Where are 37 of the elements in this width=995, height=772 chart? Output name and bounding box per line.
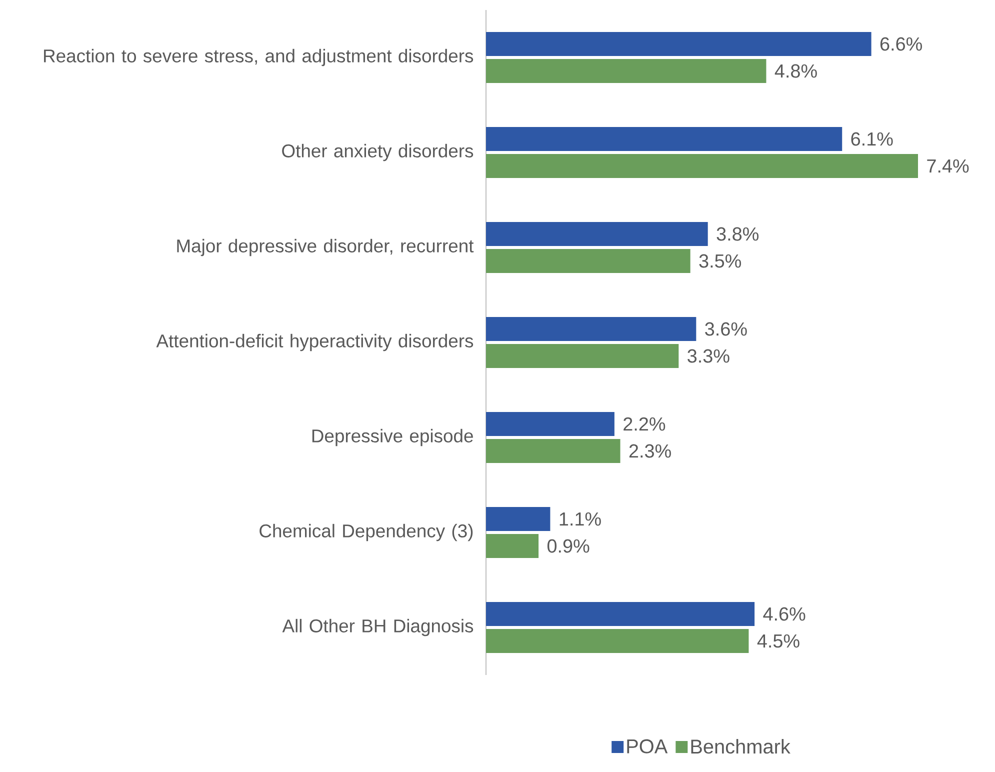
bar: [486, 344, 679, 368]
data-label: 3.8%: [716, 227, 759, 241]
bar: [486, 32, 872, 56]
data-label: 2.3%: [629, 444, 671, 458]
bar: [486, 317, 696, 342]
legend-label: POA: [627, 739, 668, 754]
bar: [486, 602, 755, 626]
data-label: 2.2%: [624, 417, 666, 431]
data-label: 3.5%: [699, 254, 741, 268]
data-label: 6.1%: [851, 132, 893, 146]
bar: [486, 439, 620, 464]
bar: [486, 222, 708, 246]
data-label: 6.6%: [880, 37, 922, 51]
bar: [486, 154, 918, 178]
data-label: 4.6%: [763, 607, 806, 621]
data-label: 3.3%: [688, 349, 730, 363]
y-tick-label: All Other BH Diagnosis: [282, 618, 474, 636]
bar: [486, 249, 690, 274]
y-tick-label: Depressive episode: [312, 428, 473, 446]
bar: [486, 59, 766, 84]
data-label: 3.6%: [705, 322, 747, 336]
data-label: 1.1%: [560, 512, 601, 526]
y-tick-label: Chemical Dependency (3): [260, 524, 473, 542]
data-label: 7.4%: [927, 159, 969, 173]
data-label: 0.9%: [547, 539, 590, 553]
bar: [486, 629, 749, 654]
bar: [486, 412, 614, 436]
y-tick-label: Other anxiety disorders: [282, 144, 474, 162]
data-label: 4.8%: [774, 64, 817, 78]
legend-label: Benchmark: [691, 739, 790, 754]
bar: [486, 507, 550, 532]
bar: [486, 127, 842, 152]
y-tick-label: Reaction to severe stress, and adjustment disorders: [44, 48, 474, 66]
y-tick-label: Major depressive disorder, recurrent: [177, 238, 474, 256]
data-label: 4.5%: [757, 634, 800, 648]
y-tick-label: Attention-deficit hyperactivity disorders: [156, 334, 474, 352]
bar: [486, 534, 539, 558]
